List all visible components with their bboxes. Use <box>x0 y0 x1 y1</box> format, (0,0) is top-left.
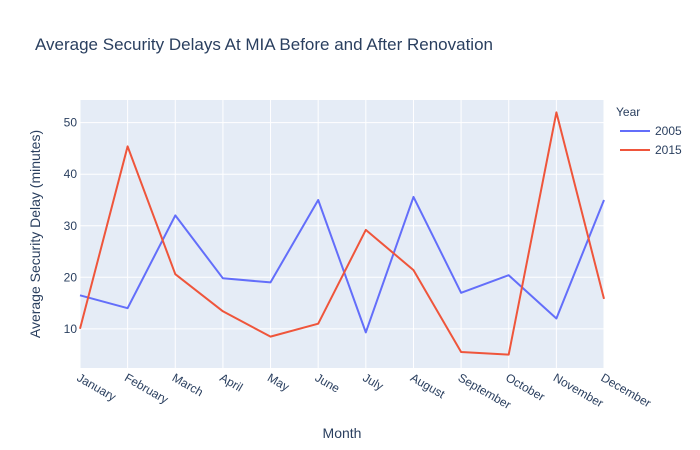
x-tick-label: December <box>599 370 654 410</box>
legend: Year 2005 2015 <box>616 105 682 157</box>
grid-lines <box>79 100 605 368</box>
x-tick-label: February <box>122 370 171 406</box>
x-tick-label: September <box>456 370 514 411</box>
y-tick-label: 50 <box>64 116 78 130</box>
y-tick-label: 30 <box>64 219 78 233</box>
chart-title: Average Security Delays At MIA Before an… <box>35 35 493 54</box>
y-axis-ticks: 10 20 30 40 50 <box>64 116 78 336</box>
x-axis-title: Month <box>323 425 362 441</box>
series-line-2005 <box>79 195 605 334</box>
series-lines <box>79 111 605 356</box>
series-line-2015 <box>79 111 605 356</box>
legend-label: 2005 <box>655 124 682 138</box>
x-tick-label: April <box>217 370 245 394</box>
y-tick-label: 20 <box>64 270 78 284</box>
legend-label: 2015 <box>655 143 682 157</box>
legend-item-2005: 2005 <box>620 124 682 138</box>
x-tick-label: January <box>75 370 119 403</box>
y-axis-title: Average Security Delay (minutes) <box>27 130 43 338</box>
legend-title: Year <box>616 105 640 119</box>
x-tick-label: May <box>265 370 292 393</box>
x-tick-label: July <box>360 370 385 393</box>
legend-items: 2005 2015 <box>620 124 682 157</box>
x-axis-ticks: January February March April May June July Augu… <box>75 370 654 411</box>
x-tick-label: March <box>170 370 206 399</box>
y-tick-label: 40 <box>64 167 78 181</box>
x-tick-label: November <box>551 370 606 410</box>
x-tick-label: August <box>408 370 448 401</box>
legend-item-2015: 2015 <box>620 143 682 157</box>
x-tick-label: June <box>313 370 343 395</box>
y-tick-label: 10 <box>64 322 78 336</box>
plot-background <box>80 100 604 368</box>
